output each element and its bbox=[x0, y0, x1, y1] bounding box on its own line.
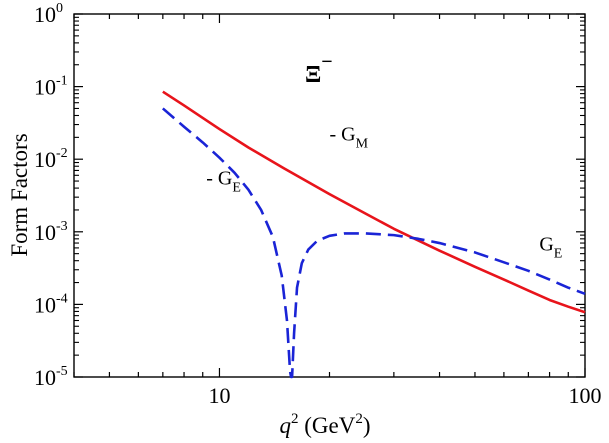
y-tick-base: 10 bbox=[34, 2, 56, 27]
y-tick-label: 10-5 bbox=[34, 364, 68, 390]
y-tick-label: 10-3 bbox=[34, 219, 68, 245]
annotation-subscript: E bbox=[554, 247, 563, 262]
x-axis-title: q2 (GeV2) bbox=[279, 411, 370, 438]
y-tick-base: 10 bbox=[34, 147, 56, 172]
y-tick-exponent: -4 bbox=[56, 291, 68, 306]
y-tick-label: 10-1 bbox=[34, 74, 68, 100]
y-tick-base: 10 bbox=[34, 220, 56, 245]
particle-label: Ξ− bbox=[305, 51, 333, 88]
y-tick-exponent: -1 bbox=[56, 74, 68, 89]
y-tick-exponent: -2 bbox=[56, 146, 68, 161]
annotation-ge_neg: - GE bbox=[206, 167, 241, 195]
x-axis-variable-exponent: 2 bbox=[291, 411, 299, 427]
x-axis-unit-close: ) bbox=[363, 413, 371, 438]
y-tick-exponent: -5 bbox=[56, 364, 68, 379]
annotation-gm: - GM bbox=[330, 124, 369, 152]
y-tick-label: 10-2 bbox=[34, 146, 68, 172]
y-tick-base: 10 bbox=[34, 292, 56, 317]
x-tick-label: 100 bbox=[569, 383, 602, 408]
x-axis-variable: q bbox=[279, 413, 291, 438]
y-tick-base: 10 bbox=[34, 75, 56, 100]
series-layer bbox=[161, 90, 586, 379]
annotation-subscript: E bbox=[232, 180, 241, 195]
y-tick-label: 10-4 bbox=[34, 291, 68, 317]
particle-symbol: Ξ bbox=[305, 62, 321, 88]
series-gm-solid-line bbox=[162, 90, 586, 314]
x-axis-unit-exponent: 2 bbox=[355, 411, 363, 427]
x-axis-ticks: 10 100 bbox=[73, 14, 602, 408]
annotation-ge_pos: GE bbox=[539, 234, 562, 262]
series-ge-dashed-line bbox=[161, 107, 586, 379]
x-tick-label: 10 bbox=[208, 383, 230, 408]
annotation-subscript: M bbox=[356, 137, 369, 152]
annotation-symbol: G bbox=[539, 234, 553, 256]
y-tick-exponent: -3 bbox=[56, 219, 68, 234]
y-tick-label: 100 bbox=[34, 1, 63, 27]
y-tick-exponent: 0 bbox=[56, 1, 63, 16]
x-axis-unit-open: (GeV bbox=[298, 413, 355, 438]
annotation-symbol: - G bbox=[330, 124, 356, 146]
y-axis-title: Form Factors bbox=[7, 133, 32, 256]
particle-charge: − bbox=[321, 51, 332, 73]
annotation-symbol: - G bbox=[206, 167, 232, 189]
y-tick-base: 10 bbox=[34, 365, 56, 390]
